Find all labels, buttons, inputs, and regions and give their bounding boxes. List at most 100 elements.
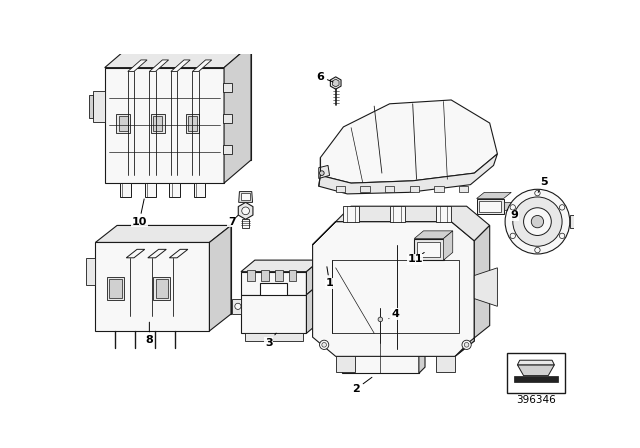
Polygon shape xyxy=(459,186,468,192)
Polygon shape xyxy=(132,44,251,160)
Polygon shape xyxy=(419,336,425,373)
Circle shape xyxy=(235,303,241,310)
Polygon shape xyxy=(417,241,440,257)
Text: 11: 11 xyxy=(407,252,424,264)
Polygon shape xyxy=(241,193,250,200)
Polygon shape xyxy=(474,268,497,306)
Polygon shape xyxy=(170,183,180,197)
Circle shape xyxy=(322,343,326,347)
Polygon shape xyxy=(242,220,250,228)
Polygon shape xyxy=(307,260,320,295)
Polygon shape xyxy=(128,60,147,72)
Polygon shape xyxy=(517,365,554,375)
Polygon shape xyxy=(374,312,387,327)
Polygon shape xyxy=(477,192,511,198)
Circle shape xyxy=(510,233,515,238)
Polygon shape xyxy=(312,206,490,245)
Polygon shape xyxy=(336,186,345,192)
Polygon shape xyxy=(513,375,558,382)
Circle shape xyxy=(505,189,570,254)
Polygon shape xyxy=(455,225,490,356)
Polygon shape xyxy=(86,258,95,285)
Polygon shape xyxy=(126,250,145,258)
Polygon shape xyxy=(504,202,511,210)
Polygon shape xyxy=(170,250,188,258)
Text: 10: 10 xyxy=(132,199,147,227)
Polygon shape xyxy=(148,250,166,258)
Polygon shape xyxy=(188,116,197,131)
Text: 396346: 396346 xyxy=(516,395,556,405)
Polygon shape xyxy=(95,225,231,242)
Polygon shape xyxy=(109,280,122,298)
Polygon shape xyxy=(118,116,128,131)
Polygon shape xyxy=(342,336,425,343)
Polygon shape xyxy=(209,225,231,331)
Polygon shape xyxy=(312,222,474,356)
Polygon shape xyxy=(360,186,369,192)
Circle shape xyxy=(531,215,543,228)
Polygon shape xyxy=(435,186,444,192)
Polygon shape xyxy=(342,343,419,373)
Polygon shape xyxy=(289,270,296,281)
Circle shape xyxy=(559,205,565,210)
Polygon shape xyxy=(120,183,131,197)
Polygon shape xyxy=(151,114,164,133)
Text: 5: 5 xyxy=(538,177,547,192)
Text: 3: 3 xyxy=(265,333,276,348)
Polygon shape xyxy=(116,114,130,133)
Polygon shape xyxy=(232,299,241,314)
Polygon shape xyxy=(105,68,224,183)
Polygon shape xyxy=(570,215,580,228)
Polygon shape xyxy=(194,183,205,197)
Circle shape xyxy=(535,190,540,196)
Polygon shape xyxy=(95,242,209,331)
Polygon shape xyxy=(223,114,232,123)
Polygon shape xyxy=(517,360,554,365)
Polygon shape xyxy=(385,186,394,192)
Polygon shape xyxy=(319,154,497,194)
Polygon shape xyxy=(477,198,504,214)
Polygon shape xyxy=(307,283,320,333)
Polygon shape xyxy=(410,186,419,192)
Polygon shape xyxy=(261,270,269,281)
Polygon shape xyxy=(145,183,156,197)
Circle shape xyxy=(378,317,383,322)
Polygon shape xyxy=(107,277,124,300)
Polygon shape xyxy=(508,353,565,392)
Circle shape xyxy=(462,340,471,349)
Polygon shape xyxy=(238,202,253,220)
Circle shape xyxy=(559,233,565,238)
Polygon shape xyxy=(93,90,105,121)
Polygon shape xyxy=(223,83,232,92)
Text: 8: 8 xyxy=(145,322,153,345)
Circle shape xyxy=(524,208,551,236)
Polygon shape xyxy=(193,60,212,72)
Polygon shape xyxy=(390,206,405,222)
Polygon shape xyxy=(105,44,251,68)
Polygon shape xyxy=(332,79,339,87)
Polygon shape xyxy=(224,44,251,183)
Polygon shape xyxy=(247,270,255,281)
Polygon shape xyxy=(436,206,451,222)
Polygon shape xyxy=(153,277,170,300)
Circle shape xyxy=(319,171,324,176)
Circle shape xyxy=(319,340,329,349)
Text: 9: 9 xyxy=(508,210,518,220)
Polygon shape xyxy=(479,201,501,211)
Polygon shape xyxy=(153,116,163,131)
Polygon shape xyxy=(414,231,452,238)
Polygon shape xyxy=(90,95,93,118)
Polygon shape xyxy=(376,327,384,336)
Polygon shape xyxy=(275,270,283,281)
Polygon shape xyxy=(330,77,341,89)
Polygon shape xyxy=(241,271,307,295)
Circle shape xyxy=(510,205,515,210)
Polygon shape xyxy=(320,100,497,183)
Polygon shape xyxy=(156,280,168,298)
Polygon shape xyxy=(336,356,355,372)
Text: 1: 1 xyxy=(326,267,333,288)
Text: 2: 2 xyxy=(353,377,372,394)
Polygon shape xyxy=(414,238,444,260)
Polygon shape xyxy=(241,295,307,333)
Polygon shape xyxy=(444,231,452,260)
